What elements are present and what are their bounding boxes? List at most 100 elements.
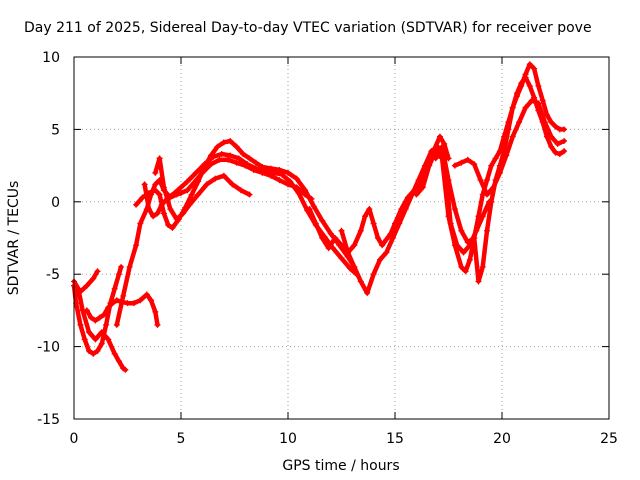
data-point: [526, 82, 533, 89]
data-point: [158, 201, 165, 208]
data-point: [167, 206, 174, 213]
data-point: [552, 149, 559, 156]
data-series: [71, 61, 568, 373]
data-point: [554, 140, 561, 147]
data-point: [156, 155, 163, 162]
data-point: [396, 220, 403, 227]
series-trace: [433, 75, 567, 284]
data-point: [133, 242, 140, 249]
data-point: [484, 227, 491, 234]
y-tick-label: 5: [51, 122, 60, 138]
data-point: [90, 275, 97, 282]
data-point: [85, 329, 92, 336]
series-track-b: [71, 263, 125, 357]
x-tick-label: 25: [600, 431, 618, 447]
data-point: [252, 165, 259, 172]
data-point: [145, 206, 152, 213]
data-point: [261, 168, 268, 175]
data-point: [347, 265, 354, 272]
data-point: [362, 213, 369, 220]
data-point: [237, 187, 244, 194]
data-point: [295, 190, 302, 197]
data-point: [180, 210, 187, 217]
data-point: [464, 239, 471, 246]
data-point: [90, 350, 97, 357]
data-point: [152, 181, 159, 188]
data-point: [464, 156, 471, 163]
data-point: [458, 263, 465, 270]
data-point: [287, 178, 294, 185]
data-point: [327, 230, 334, 237]
data-point: [526, 61, 533, 68]
data-point: [475, 278, 482, 285]
data-point: [332, 235, 339, 241]
y-tick-label: 0: [51, 195, 60, 211]
data-point: [278, 171, 285, 178]
data-point: [509, 133, 516, 140]
data-point: [319, 217, 326, 224]
data-point: [225, 156, 232, 163]
data-point: [503, 152, 510, 159]
data-point: [88, 314, 95, 321]
plot-frame: [73, 56, 610, 420]
data-point: [458, 159, 465, 166]
data-point: [505, 126, 512, 133]
data-point: [126, 263, 133, 270]
y-tick-label: -10: [37, 340, 60, 356]
data-point: [377, 256, 384, 263]
data-point: [100, 311, 107, 318]
data-point: [445, 177, 452, 184]
data-point: [366, 206, 373, 213]
data-point: [103, 321, 110, 328]
data-point: [141, 181, 148, 188]
data-point: [229, 181, 236, 188]
data-point: [488, 162, 495, 169]
data-point: [477, 177, 484, 184]
data-point: [94, 268, 101, 275]
data-point: [240, 151, 247, 158]
data-point: [379, 242, 386, 249]
data-point: [270, 169, 277, 176]
data-point: [383, 236, 390, 243]
data-point: [233, 159, 240, 166]
series-trace: [84, 292, 160, 328]
data-point: [306, 206, 313, 213]
data-point: [227, 152, 234, 159]
data-point: [133, 201, 140, 208]
y-tick-label: -15: [37, 412, 60, 428]
series-trace: [414, 61, 567, 274]
data-point: [137, 297, 144, 304]
data-point: [150, 213, 157, 220]
data-point: [475, 213, 482, 220]
data-point: [137, 220, 144, 227]
data-point: [152, 187, 159, 194]
x-tick-label: 10: [279, 431, 297, 447]
data-point: [246, 155, 253, 162]
data-point: [143, 291, 150, 298]
data-point: [518, 80, 525, 87]
data-point: [98, 340, 105, 347]
data-point: [178, 190, 184, 197]
data-point: [154, 321, 161, 328]
data-point: [156, 191, 163, 198]
data-point: [77, 288, 84, 295]
data-point: [139, 194, 146, 201]
data-point: [227, 137, 234, 144]
data-point: [160, 210, 167, 217]
data-point: [413, 191, 420, 198]
data-point: [115, 271, 122, 278]
data-point: [561, 148, 568, 155]
data-point: [214, 143, 221, 150]
data-point: [516, 119, 523, 126]
data-point: [374, 235, 381, 241]
data-point: [244, 161, 251, 168]
series-track-h: [152, 155, 253, 223]
y-tick-label: 10: [42, 50, 60, 66]
data-point: [439, 143, 446, 150]
y-axis-label: SDTVAR / TECUs: [6, 181, 22, 296]
data-point: [509, 104, 516, 111]
data-point: [490, 184, 497, 191]
chart-title: Day 211 of 2025, Sidereal Day-to-day VTE…: [24, 20, 592, 36]
data-point: [105, 304, 112, 311]
data-point: [548, 119, 555, 126]
